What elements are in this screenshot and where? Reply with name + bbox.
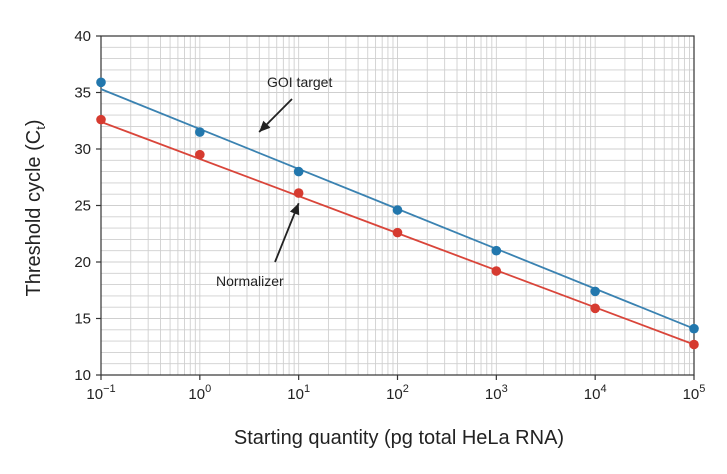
x-tick-label-base: 10 <box>584 386 601 403</box>
y-tick-labels: 10 15 20 25 30 35 40 <box>74 28 91 384</box>
data-point-goi-target <box>590 286 600 297</box>
y-tick-label: 10 <box>74 367 91 384</box>
data-point-goi-target <box>689 323 699 334</box>
data-point-normalizer <box>590 303 600 314</box>
x-tick-label-exponent: 0 <box>205 383 211 395</box>
annotation-goi-target: GOI target <box>267 74 332 90</box>
x-tick-label-base: 10 <box>683 386 700 403</box>
y-tick-label: 20 <box>74 254 91 271</box>
x-tick-label-exponent: 1 <box>304 383 310 395</box>
data-point-goi-target <box>392 205 403 215</box>
data-point-normalizer <box>392 227 403 238</box>
grid <box>100 35 694 376</box>
arrow-normalizer-head <box>289 203 300 216</box>
data-point-normalizer <box>96 114 106 125</box>
y-tick-label: 25 <box>74 198 91 215</box>
y-axis-title-sub: t <box>33 126 48 130</box>
x-tick-label: 105 <box>683 383 706 403</box>
y-axis-title: Threshold cycle (Ct) <box>23 119 48 296</box>
data-point-goi-target <box>293 166 304 177</box>
x-tick-label: 103 <box>485 383 508 403</box>
plot-frame <box>96 35 695 380</box>
y-axis-title-main: Threshold cycle (C <box>23 130 45 297</box>
y-tick-label: 15 <box>74 311 91 328</box>
data-point-normalizer <box>293 188 304 198</box>
x-tick-label-base: 10 <box>86 386 103 403</box>
y-tick-label: 40 <box>74 28 91 45</box>
data-points <box>96 77 699 350</box>
x-tick-label-exponent: 2 <box>403 383 409 395</box>
x-tick-label: 100 <box>188 383 211 403</box>
y-tick-label: 30 <box>74 141 91 158</box>
annotations: GOI target Normalizer <box>216 74 332 289</box>
y-tick-label: 35 <box>74 85 91 102</box>
data-point-goi-target <box>96 77 106 88</box>
arrow-goi-target-head <box>259 120 271 133</box>
x-tick-label-base: 10 <box>485 386 502 403</box>
annotation-normalizer: Normalizer <box>216 273 284 289</box>
x-tick-labels: 10−1 100 101 102 103 104 105 <box>86 383 705 403</box>
x-tick-label-exponent: −1 <box>103 383 116 395</box>
data-point-goi-target <box>491 245 502 256</box>
data-point-normalizer <box>195 149 205 160</box>
x-tick-label: 10−1 <box>86 383 115 403</box>
x-axis-title: Starting quantity (pg total HeLa RNA) <box>234 427 564 449</box>
x-tick-label-base: 10 <box>188 386 205 403</box>
y-axis-title-close: ) <box>23 119 45 126</box>
x-tick-label: 104 <box>584 383 607 403</box>
data-point-normalizer <box>491 266 502 276</box>
x-tick-label-base: 10 <box>287 386 304 403</box>
data-point-normalizer <box>689 339 699 350</box>
x-tick-label-exponent: 5 <box>699 383 705 395</box>
x-tick-label-exponent: 3 <box>502 383 508 395</box>
data-point-goi-target <box>195 127 205 137</box>
x-tick-label: 101 <box>287 383 310 403</box>
x-tick-label-base: 10 <box>386 386 403 403</box>
x-tick-label-exponent: 4 <box>600 383 606 395</box>
x-tick-label: 102 <box>386 383 409 403</box>
